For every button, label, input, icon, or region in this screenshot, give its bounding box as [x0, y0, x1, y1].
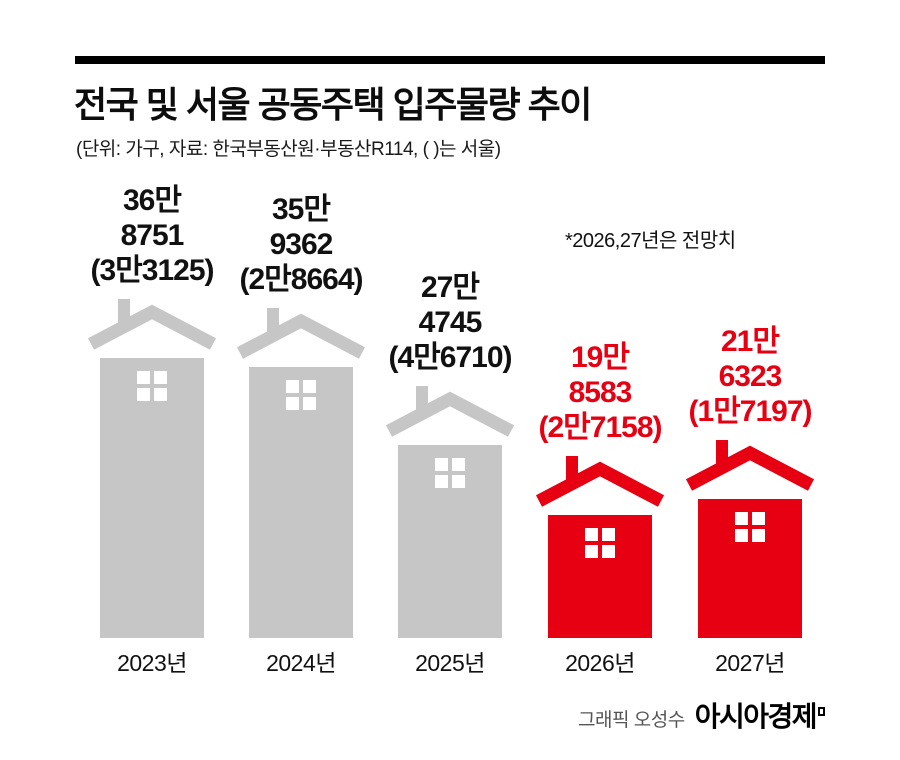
house-window-icon: [286, 380, 316, 410]
bar-value-line: 8583: [568, 375, 633, 409]
house-roof-icon: [535, 456, 665, 507]
bar-column-2026년: 19만 8583 (2만7158) 2026년: [525, 340, 675, 676]
bar-value-line: 4745: [418, 305, 483, 339]
year-label: 2026년: [565, 650, 635, 676]
credit-line: 그래픽 오성수 아시아경제: [578, 695, 825, 735]
house-body: [249, 367, 353, 638]
bar-value-label: 36만 8751 (3만3125): [90, 183, 214, 288]
house-roof-icon: [685, 440, 815, 491]
bar-value-line: (4만6710): [388, 340, 512, 374]
brand-logo: 아시아경제: [695, 695, 825, 735]
bar-value-label: 27만 4745 (4만6710): [388, 270, 512, 375]
house-bar: [684, 439, 816, 638]
brand-text: 아시아경제: [694, 701, 818, 732]
house-body: [698, 499, 802, 638]
chart-title: 전국 및 서울 공동주택 입주물량 추이: [74, 84, 592, 125]
house-body: [398, 445, 502, 638]
bar-column-2027년: 21만 6323 (1만7197) 2027년: [675, 324, 825, 676]
house-bar: [86, 298, 218, 638]
house-window-icon: [585, 528, 615, 558]
forecast-note: *2026,27년은 전망치: [565, 230, 736, 252]
bar-value-label: 35만 9362 (2만8664): [239, 192, 363, 297]
bar-value-line: 27만: [421, 270, 480, 304]
bar-value-line: 19만: [571, 340, 630, 374]
bar-value-line: 9362: [269, 227, 334, 261]
bar-value-line: (2만8664): [239, 262, 363, 296]
house-roof-icon: [385, 386, 515, 437]
bar-value-line: 35만: [272, 192, 331, 226]
house-roof-icon: [87, 299, 217, 350]
year-label: 2023년: [117, 650, 187, 676]
bar-column-2024년: 35만 9362 (2만8664) 2024년: [226, 192, 376, 676]
year-label: 2027년: [715, 650, 785, 676]
bar-column-2025년: 27만 4745 (4만6710) 2025년: [375, 270, 525, 676]
house-window-icon: [735, 512, 765, 542]
bar-value-line: 36만: [123, 183, 182, 217]
bar-value-line: 6323: [718, 359, 783, 393]
top-divider: [75, 56, 825, 64]
house-body: [548, 515, 652, 638]
house-window-icon: [435, 458, 465, 488]
bar-value-line: (1만7197): [688, 394, 812, 428]
house-bar: [235, 307, 367, 638]
house-body: [100, 358, 204, 638]
year-label: 2025년: [415, 650, 485, 676]
bar-value-line: 8751: [120, 218, 185, 252]
house-window-icon: [137, 371, 167, 401]
bar-value-label: 21만 6323 (1만7197): [688, 324, 812, 429]
graphic-credit: 그래픽 오성수: [578, 710, 685, 731]
bar-value-line: (3만3125): [90, 253, 214, 287]
bar-value-line: (2만7158): [538, 410, 662, 444]
bar-value-label: 19만 8583 (2만7158): [538, 340, 662, 445]
brand-mark-icon: [818, 706, 825, 716]
house-bar: [534, 455, 666, 638]
house-roof-icon: [236, 308, 366, 359]
bar-value-line: 21만: [721, 324, 780, 358]
bar-column-2023년: 36만 8751 (3만3125) 2023년: [77, 183, 227, 676]
year-label: 2024년: [266, 650, 336, 676]
house-bar: [384, 385, 516, 638]
chart-subtitle: (단위: 가구, 자료: 한국부동산원·부동산R114, ( )는 서울): [76, 139, 501, 160]
